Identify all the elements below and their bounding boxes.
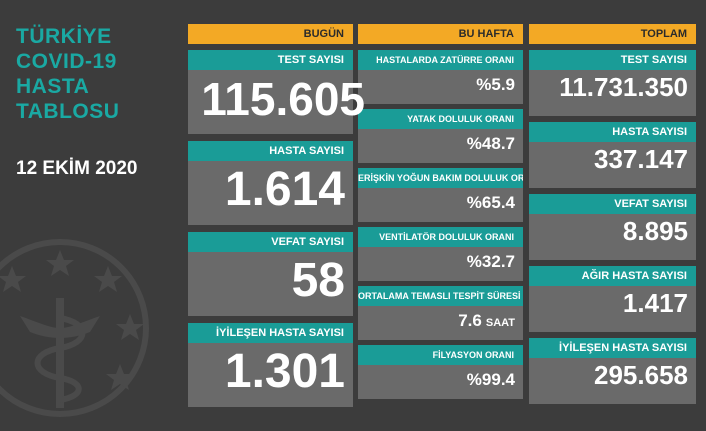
column-header-today: BUGÜN — [188, 24, 353, 44]
week-contact-value-row: 7.6 SAAT — [358, 306, 523, 335]
week-icu-value: %65.4 — [466, 193, 515, 212]
today-case-card: HASTA SAYISI 1.614 — [188, 141, 353, 225]
week-filiation-label: FİLYASYON ORANI — [358, 345, 523, 365]
week-ventilator-value: %32.7 — [466, 252, 515, 271]
today-recovered-card: İYİLEŞEN HASTA SAYISI 1.301 — [188, 323, 353, 407]
today-recovered-label: İYİLEŞEN HASTA SAYISI — [188, 323, 353, 343]
title-line: TABLOSU — [16, 100, 120, 123]
week-filiation-card: FİLYASYON ORANI %99.4 — [358, 345, 523, 399]
week-pneumonia-label: HASTALARDA ZATÜRRE ORANI — [358, 50, 523, 70]
total-case-value: 337.147 — [594, 144, 688, 174]
total-test-label: TEST SAYISI — [529, 50, 696, 70]
today-death-value: 58 — [291, 254, 345, 307]
total-recovered-card: İYİLEŞEN HASTA SAYISI 295.658 — [529, 338, 696, 404]
total-death-value: 8.895 — [622, 216, 688, 246]
title-line: COVID-19 — [16, 50, 117, 73]
today-death-label: VEFAT SAYISI — [188, 232, 353, 252]
today-recovered-value: 1.301 — [224, 345, 345, 398]
today-case-label: HASTA SAYISI — [188, 141, 353, 161]
week-contact-value: 7.6 — [458, 311, 482, 330]
today-case-value: 1.614 — [224, 163, 345, 216]
week-ventilator-label: VENTİLATÖR DOLULUK ORANI — [358, 227, 523, 247]
ministry-emblem-icon — [0, 239, 149, 417]
total-recovered-label: İYİLEŞEN HASTA SAYISI — [529, 338, 696, 358]
week-pneumonia-card: HASTALARDA ZATÜRRE ORANI %5.9 — [358, 50, 523, 104]
today-test-card: TEST SAYISI 115.605 — [188, 50, 365, 134]
title-line: HASTA — [16, 75, 90, 98]
total-severe-card: AĞIR HASTA SAYISI 1.417 — [529, 266, 696, 332]
week-pneumonia-value: %5.9 — [476, 75, 515, 94]
week-bed-label: YATAK DOLULUK ORANI — [358, 109, 523, 129]
title-line: TÜRKİYE — [16, 25, 112, 48]
week-filiation-value: %99.4 — [466, 370, 515, 389]
total-case-label: HASTA SAYISI — [529, 122, 696, 142]
total-test-value: 11.731.350 — [559, 72, 688, 102]
week-contact-card: ORTALAMA TEMASLI TESPİT SÜRESİ 7.6 SAAT — [358, 286, 523, 340]
week-icu-label: ERİŞKİN YOĞUN BAKIM DOLULUK ORANI — [358, 168, 523, 188]
column-header-total: TOPLAM — [529, 24, 696, 44]
report-date: 12 EKİM 2020 — [16, 158, 138, 179]
total-test-card: TEST SAYISI 11.731.350 — [529, 50, 696, 116]
total-death-card: VEFAT SAYISI 8.895 — [529, 194, 696, 260]
total-death-label: VEFAT SAYISI — [529, 194, 696, 214]
week-contact-label: ORTALAMA TEMASLI TESPİT SÜRESİ — [358, 286, 523, 306]
week-contact-unit: SAAT — [485, 317, 515, 329]
total-recovered-value: 295.658 — [594, 360, 688, 390]
today-test-label: TEST SAYISI — [188, 50, 353, 70]
today-death-card: VEFAT SAYISI 58 — [188, 232, 353, 316]
week-ventilator-card: VENTİLATÖR DOLULUK ORANI %32.7 — [358, 227, 523, 281]
week-bed-card: YATAK DOLULUK ORANI %48.7 — [358, 109, 523, 163]
total-case-card: HASTA SAYISI 337.147 — [529, 122, 696, 188]
today-test-value: 115.605 — [201, 73, 365, 125]
column-header-week: BU HAFTA — [358, 24, 523, 44]
week-bed-value: %48.7 — [466, 134, 515, 153]
week-icu-card: ERİŞKİN YOĞUN BAKIM DOLULUK ORANI %65.4 — [358, 168, 523, 222]
page-title: TÜRKİYE COVID-19 HASTA TABLOSU — [16, 24, 119, 124]
total-severe-value: 1.417 — [622, 288, 688, 318]
total-severe-label: AĞIR HASTA SAYISI — [529, 266, 696, 286]
